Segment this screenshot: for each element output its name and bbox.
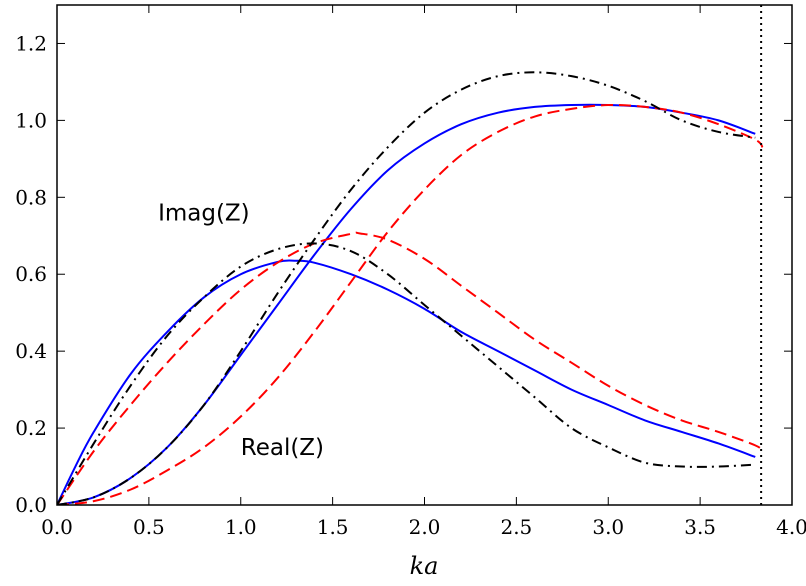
series-real-dashdot	[57, 71, 756, 505]
x-tick-label: 0.0	[41, 515, 73, 539]
y-tick-label: 0.8	[15, 185, 47, 209]
y-tick-label: 0.2	[15, 416, 47, 440]
series-layer	[57, 71, 764, 505]
ticks-layer: 0.0 0.5 1.0 1.5 2.0 2.5 3.0 3.5 4.0 0.0 0.2 0.4 0.6 0…	[15, 5, 806, 539]
series-imag-solid	[57, 259, 756, 505]
x-tick-label: 1.5	[317, 515, 349, 539]
x-tick-label: 3.0	[592, 515, 624, 539]
y-tick-label: 0.6	[15, 262, 47, 286]
y-tick-label: 1.0	[15, 108, 47, 132]
series-imag-dashed	[57, 231, 764, 505]
x-tick-label: 0.5	[133, 515, 165, 539]
series-imag-dashdot	[57, 242, 756, 505]
curve-annotation: Imag(Z)	[158, 200, 250, 226]
x-tick-label: 1.0	[225, 515, 257, 539]
y-tick-label: 1.2	[15, 31, 47, 55]
y-tick-label: 0.4	[15, 339, 47, 363]
x-tick-label: 2.5	[500, 515, 532, 539]
annotations-layer: Imag(Z) Real(Z)	[158, 200, 324, 461]
x-tick-label: 2.0	[409, 515, 441, 539]
x-axis-title: ka	[410, 552, 439, 580]
series-real-dashed	[57, 103, 764, 505]
x-tick-label: 3.5	[684, 515, 716, 539]
series-real-solid	[57, 103, 756, 505]
y-tick-label: 0.0	[15, 493, 47, 517]
x-tick-label: 4.0	[776, 515, 806, 539]
plot-frame	[56, 4, 793, 506]
curve-annotation: Real(Z)	[241, 435, 324, 461]
